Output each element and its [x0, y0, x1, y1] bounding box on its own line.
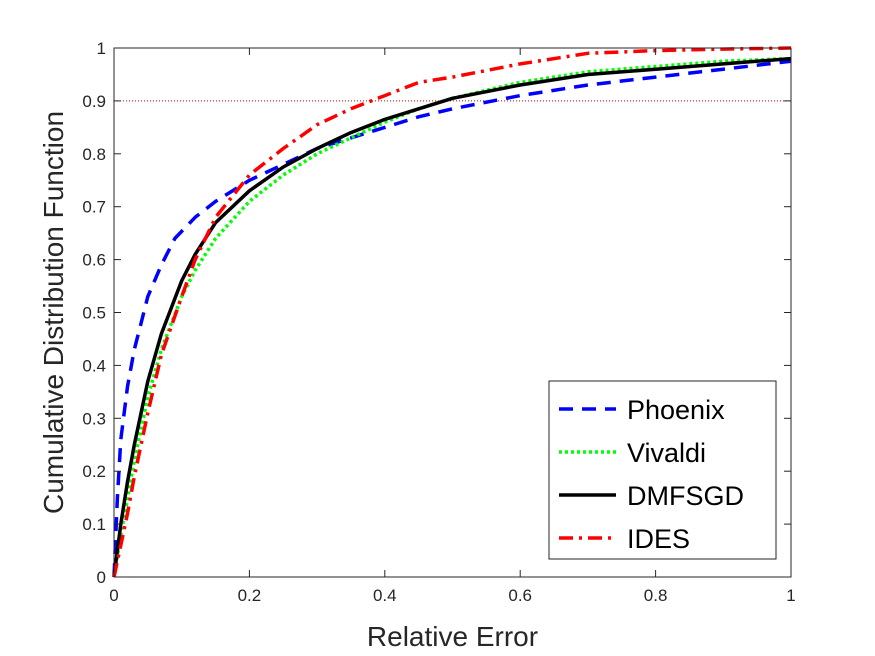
- series-line-dmfsgd: [112, 56, 792, 578]
- legend-label-vivaldi: Vivaldi: [627, 438, 706, 468]
- y-tick-label: 0.8: [82, 145, 106, 164]
- x-tick-label: 0.8: [644, 586, 668, 605]
- legend-label-dmfsgd: DMFSGD: [627, 481, 744, 511]
- legend: Phoenix Vivaldi DMFSGD IDES: [548, 380, 777, 560]
- x-tick-label: 0.6: [508, 586, 532, 605]
- x-tick-label: 0.4: [373, 586, 397, 605]
- series-line-vivaldi: [112, 56, 792, 578]
- x-axis-title: Relative Error: [367, 621, 538, 652]
- y-tick-label: 0.3: [82, 409, 106, 428]
- y-tick-label: 0.1: [82, 515, 106, 534]
- x-tick-label: 0: [109, 586, 118, 605]
- x-tick-label: 1: [786, 586, 795, 605]
- y-tick-label: 0.7: [82, 198, 106, 217]
- y-tick-label: 1: [97, 39, 106, 58]
- series-line-phoenix: [112, 59, 792, 578]
- series-line-ides: [112, 46, 792, 578]
- y-tick-label: 0: [97, 568, 106, 587]
- y-tick-label: 0.5: [82, 304, 106, 323]
- y-axis-title: Cumulative Distribution Function: [38, 111, 69, 514]
- legend-label-ides: IDES: [627, 524, 690, 554]
- x-tick-label: 0.2: [238, 586, 262, 605]
- y-tick-label: 0.4: [82, 356, 106, 375]
- ticks-layer: 0 0.2 0.4 0.6 0.8 1 0 0.1 0.2 0.3 0.4 0.5 0.6 0.7 0.8 0…: [82, 39, 795, 605]
- y-tick-label: 0.9: [82, 92, 106, 111]
- series-layer: [112, 46, 792, 578]
- y-tick-label: 0.2: [82, 462, 106, 481]
- legend-label-phoenix: Phoenix: [627, 395, 725, 425]
- y-tick-label: 0.6: [82, 251, 106, 270]
